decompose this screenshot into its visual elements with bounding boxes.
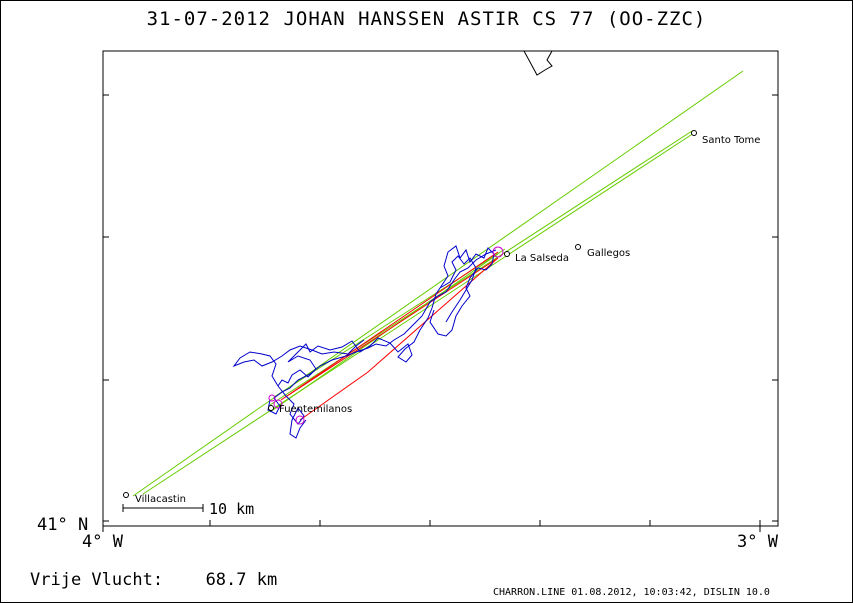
flight-title: 31-07-2012 JOHAN HANSSEN ASTIR CS 77 (OO… — [146, 8, 707, 30]
longitude-left-label: 4° W — [82, 532, 123, 552]
scale-bar — [122, 504, 204, 512]
place-label-fuentemilanos: Fuentemilanos — [279, 404, 352, 415]
longitude-right-label: 3° W — [737, 532, 778, 552]
free-flight-distance: Vrije Vlucht: 68.7 km — [30, 570, 277, 590]
plot-frame — [102, 50, 779, 527]
software-stamp: CHARRON.LINE 01.08.2012, 10:03:42, DISLI… — [493, 587, 770, 598]
place-marker-villacastin — [123, 492, 129, 498]
place-marker-santo-tome — [691, 130, 697, 136]
place-label-santo-tome: Santo Tome — [702, 135, 760, 146]
scale-bar-label: 10 km — [209, 500, 255, 518]
place-markers — [123, 130, 697, 498]
place-marker-gallegos — [575, 244, 581, 250]
place-label-villacastin: Villacastin — [135, 494, 186, 505]
latitude-label: 41° N — [37, 515, 89, 535]
optimized-route — [280, 251, 499, 421]
distance-label: Vrije Vlucht: — [30, 570, 164, 590]
distance-value: 68.7 km — [205, 570, 278, 590]
place-label-la-salseda: La Salseda — [515, 253, 569, 264]
border-outline — [523, 50, 553, 76]
turnpoint-markers — [268, 246, 504, 425]
place-marker-fuentemilanos — [268, 405, 274, 411]
flight-track — [232, 245, 497, 439]
axis-ticks — [102, 94, 778, 532]
place-marker-la-salseda — [504, 251, 510, 257]
place-label-gallegos: Gallegos — [587, 248, 630, 259]
task-lines — [132, 70, 744, 497]
